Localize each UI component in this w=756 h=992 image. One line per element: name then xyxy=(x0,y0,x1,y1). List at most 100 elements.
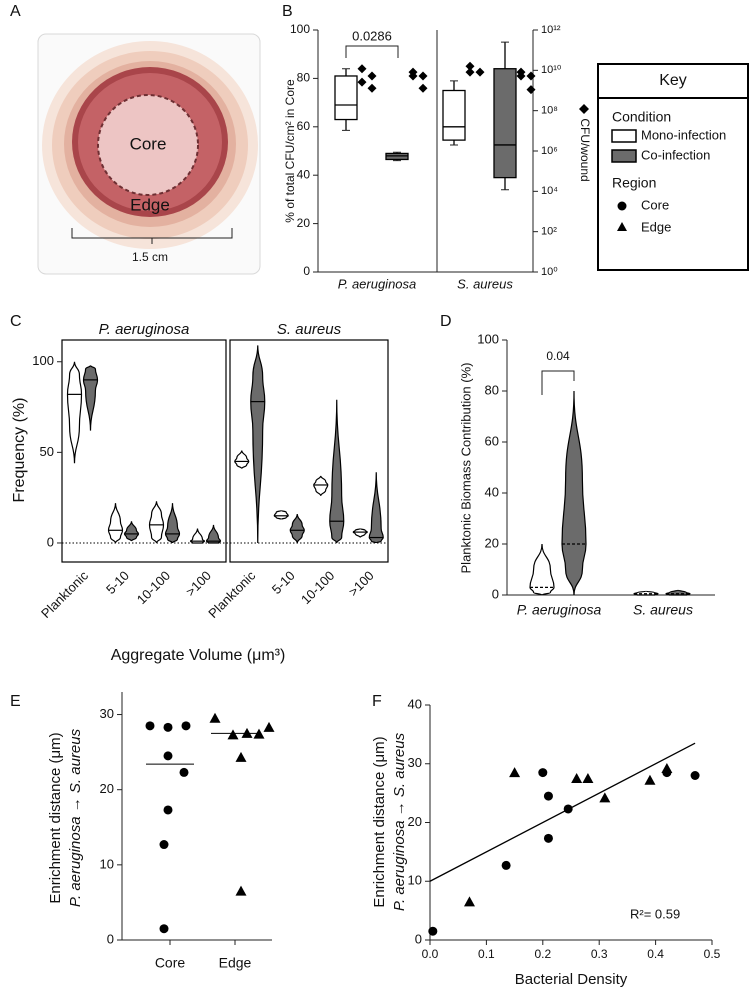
x-axis-label: Bacterial Density xyxy=(515,971,628,988)
y-tick-label: 80 xyxy=(485,382,499,397)
y-tick-label: 20 xyxy=(297,216,311,230)
point xyxy=(263,721,275,732)
y-tick-label: 10¹⁰ xyxy=(541,64,562,76)
axis-label: CFU/wound xyxy=(578,118,592,181)
panel-label: E xyxy=(10,693,21,710)
panel-label: B xyxy=(282,3,293,20)
y-tick-label: 0 xyxy=(492,586,499,601)
point xyxy=(690,771,700,780)
point xyxy=(145,721,155,731)
cfu-point xyxy=(357,77,367,87)
box xyxy=(334,75,358,121)
facet-frame xyxy=(229,339,389,563)
violin xyxy=(289,513,305,544)
axis-label: P. aeruginosa → S. aureus xyxy=(67,728,84,907)
point xyxy=(543,833,553,843)
key-entry: Co-infection xyxy=(641,147,710,162)
y2-label-marker xyxy=(579,104,589,114)
x-tick-label: S. aureus xyxy=(457,276,513,291)
panel-label: A xyxy=(10,3,21,20)
violin xyxy=(148,501,165,544)
key-heading: Region xyxy=(612,175,656,191)
x-tick-label: S. aureus xyxy=(633,602,693,618)
y-tick-label: 0 xyxy=(107,931,114,946)
point xyxy=(235,885,247,896)
x-tick-label: 0.5 xyxy=(704,947,721,961)
key-swatch xyxy=(611,149,637,163)
point xyxy=(599,792,611,803)
x-tick-label: 0.4 xyxy=(647,947,664,961)
point xyxy=(163,751,173,761)
point xyxy=(582,772,594,783)
violin xyxy=(273,510,289,520)
point xyxy=(163,722,173,732)
cfu-point xyxy=(408,71,418,81)
axis-label: Frequency (%) xyxy=(11,398,28,503)
cfu-point xyxy=(465,67,475,77)
y-tick-label: 10 xyxy=(408,873,422,888)
cfu-point xyxy=(526,85,536,95)
x-tick-label: Core xyxy=(155,955,186,971)
box xyxy=(493,68,517,179)
violin xyxy=(205,524,222,544)
y-tick-label: 30 xyxy=(408,755,422,770)
axis-label: % of total CFU/cm² in Core xyxy=(283,79,297,223)
axis-label: Enrichment distance (μm) xyxy=(371,736,388,907)
x-tick-label: 0.3 xyxy=(591,947,608,961)
axis-label: Planktonic Biomass Contribution (%) xyxy=(458,363,473,574)
point xyxy=(209,712,221,723)
key: Key Condition Mono-infection Co-infectio… xyxy=(597,63,749,271)
wound-illustration: Core Edge 1.5 cm xyxy=(37,33,261,275)
annotation: R²= 0.59 xyxy=(630,906,680,921)
box xyxy=(442,89,466,141)
y-tick-label: 30 xyxy=(100,706,114,721)
cfu-point xyxy=(367,83,377,93)
annotation: 0.0286 xyxy=(352,28,392,43)
y-tick-label: 10² xyxy=(541,226,557,238)
y-tick-label: 10 xyxy=(100,856,114,871)
point xyxy=(159,840,169,850)
point xyxy=(509,767,521,778)
violin xyxy=(529,543,555,596)
point xyxy=(661,762,673,773)
edge-label: Edge xyxy=(130,195,170,214)
y-tick-label: 20 xyxy=(100,781,114,796)
y-tick-label: 10⁴ xyxy=(541,185,558,197)
key-heading: Condition xyxy=(612,109,671,125)
whisker-cap xyxy=(450,80,458,146)
violin xyxy=(234,450,250,469)
core-label: Core xyxy=(130,134,167,153)
whisker-cap xyxy=(501,41,509,191)
wound-core xyxy=(97,94,199,196)
point xyxy=(538,768,548,778)
point xyxy=(159,924,169,934)
y-tick-label: 100 xyxy=(290,22,310,36)
cfu-point xyxy=(357,64,367,74)
scale-bar xyxy=(71,228,233,244)
y-tick-label: 100 xyxy=(477,331,499,346)
fit-line xyxy=(429,742,696,882)
x-tick-label: P. aeruginosa xyxy=(517,602,602,618)
point xyxy=(163,805,173,815)
cfu-point xyxy=(465,61,475,71)
point xyxy=(428,926,438,936)
cfu-point xyxy=(475,67,485,77)
point xyxy=(235,751,247,762)
panel-label: C xyxy=(10,313,22,330)
point xyxy=(563,804,573,814)
significance-bracket xyxy=(541,370,575,395)
point xyxy=(543,791,553,801)
violin xyxy=(66,361,83,464)
scale-label: 1.5 cm xyxy=(132,250,168,264)
whisker-cap xyxy=(342,68,350,131)
y-tick-label: 40 xyxy=(297,167,311,181)
y-tick-label: 0 xyxy=(415,931,422,946)
panel-label: F xyxy=(372,693,382,710)
facet-title: S. aureus xyxy=(277,321,342,338)
point xyxy=(571,772,583,783)
point xyxy=(179,767,189,777)
y-tick-label: 20 xyxy=(408,814,422,829)
key-entry: Mono-infection xyxy=(641,127,726,142)
point xyxy=(501,860,511,870)
